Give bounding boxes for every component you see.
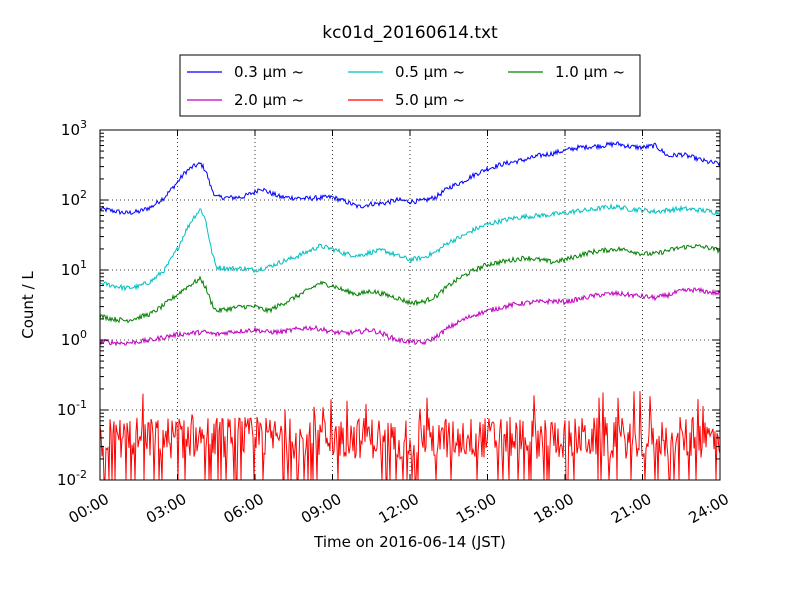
x-tick-label: 18:00: [531, 490, 577, 527]
series-line-4: [99, 391, 721, 481]
y-tick-label: 102: [61, 188, 87, 209]
series-line-1: [99, 202, 721, 292]
y-axis-label: Count / L: [19, 271, 37, 339]
x-tick-label: 15:00: [453, 490, 499, 527]
legend-frame: [179, 54, 641, 117]
x-tick-label: 00:00: [66, 490, 112, 527]
legend: 0.3 μm ~ 0.5 μm ~ 1.0 μm ~ 2.0 μm ~ 5.0 μm ~: [179, 54, 641, 117]
chart-title: kc01d_20160614.txt: [322, 23, 498, 43]
y-tick-label: 100: [61, 328, 87, 349]
y-tick-label: 10-1: [57, 398, 87, 419]
ticks: [99, 129, 721, 481]
x-tick-label: 03:00: [143, 490, 189, 527]
y-tick-label: 10-2: [57, 468, 87, 489]
legend-label-2: 1.0 μm ~: [555, 63, 625, 81]
x-tick-label: 21:00: [608, 490, 654, 527]
x-tick-label: 06:00: [221, 490, 267, 527]
legend-label-4: 5.0 μm ~: [395, 91, 465, 109]
series-line-3: [99, 286, 721, 347]
series-line-2: [99, 243, 721, 324]
x-axis-label: Time on 2016-06-14 (JST): [313, 533, 506, 551]
legend-label-3: 2.0 μm ~: [234, 91, 304, 109]
x-tick-label: 12:00: [376, 490, 422, 527]
y-tick-label: 101: [61, 258, 87, 279]
legend-label-0: 0.3 μm ~: [234, 63, 304, 81]
series-layer: [99, 141, 721, 481]
x-tick-label: 24:00: [686, 490, 732, 527]
series-line-0: [99, 141, 721, 216]
legend-label-1: 0.5 μm ~: [395, 63, 465, 81]
y-tick-label: 103: [61, 118, 87, 139]
grid: [100, 130, 720, 480]
x-tick-label: 09:00: [298, 490, 344, 527]
